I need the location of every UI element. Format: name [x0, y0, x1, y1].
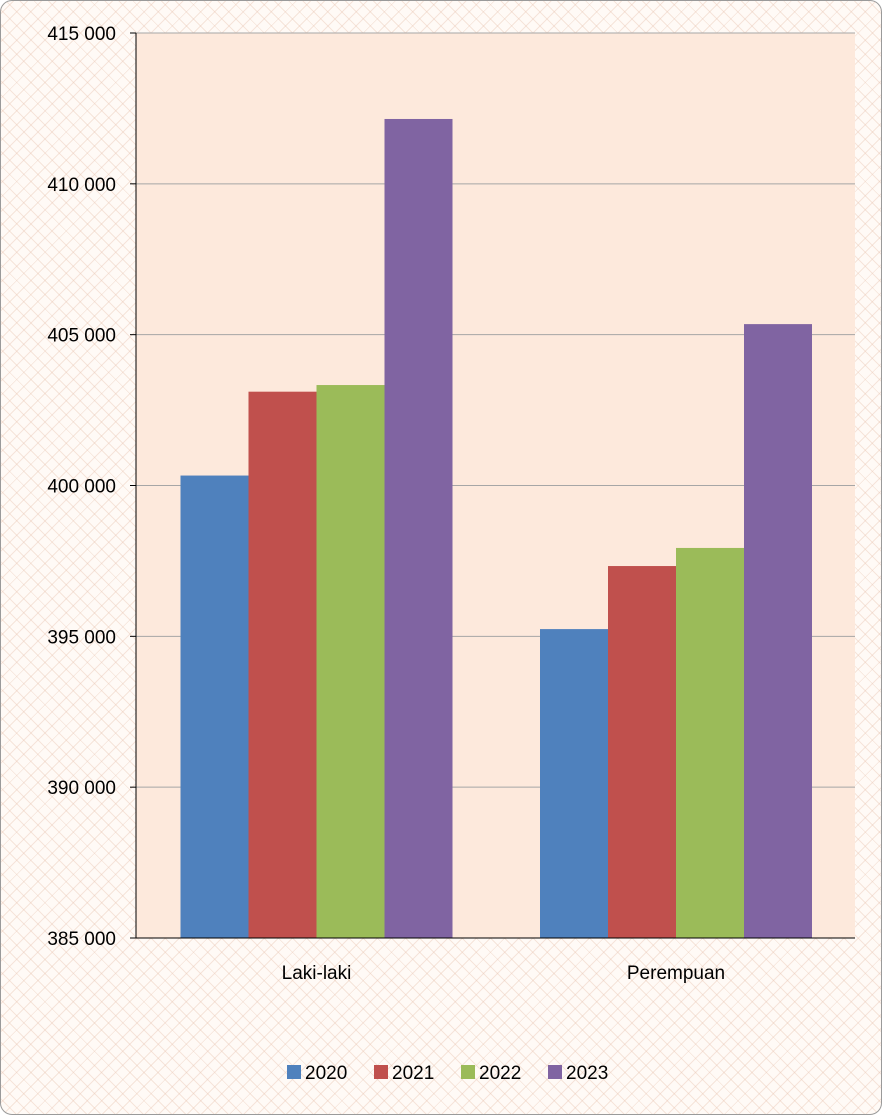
legend-swatch-2022 — [461, 1065, 475, 1079]
y-tick-label: 415 000 — [47, 24, 116, 45]
y-tick-label: 390 000 — [47, 778, 116, 799]
legend-swatch-2023 — [548, 1065, 562, 1079]
bar-perempuan-2020 — [540, 629, 608, 938]
y-tick-label: 400 000 — [47, 477, 116, 498]
x-category-labels: Laki-laki Perempuan — [282, 963, 725, 984]
bar-laki-laki-2020 — [180, 475, 249, 938]
bar-perempuan-2023 — [744, 324, 812, 938]
y-tick-label: 395 000 — [47, 627, 116, 648]
bar-laki-laki-2022 — [316, 385, 385, 938]
y-tick-label: 405 000 — [47, 326, 116, 347]
legend-label-2023: 2023 — [566, 1063, 608, 1084]
legend-swatch-2021 — [374, 1065, 388, 1079]
legend-label-2021: 2021 — [392, 1063, 434, 1084]
bar-laki-laki-2021 — [248, 391, 317, 939]
bar-perempuan-2021 — [608, 566, 676, 938]
x-category-label: Laki-laki — [282, 963, 352, 984]
bars — [180, 118, 812, 939]
legend-swatch-2020 — [287, 1065, 301, 1079]
y-tick-label: 385 000 — [47, 929, 116, 950]
bar-perempuan-2022 — [676, 547, 744, 938]
y-tick-labels: 385 000 390 000 395 000 400 000 405 000 410 0… — [47, 24, 116, 950]
y-tick-label: 410 000 — [47, 175, 116, 196]
axes — [130, 32, 855, 939]
bar-laki-laki-2023 — [384, 118, 453, 939]
legend: 2020 2021 2022 2023 — [287, 1063, 608, 1084]
x-category-label: Perempuan — [627, 963, 725, 984]
legend-label-2020: 2020 — [305, 1063, 347, 1084]
legend-label-2022: 2022 — [479, 1063, 521, 1084]
